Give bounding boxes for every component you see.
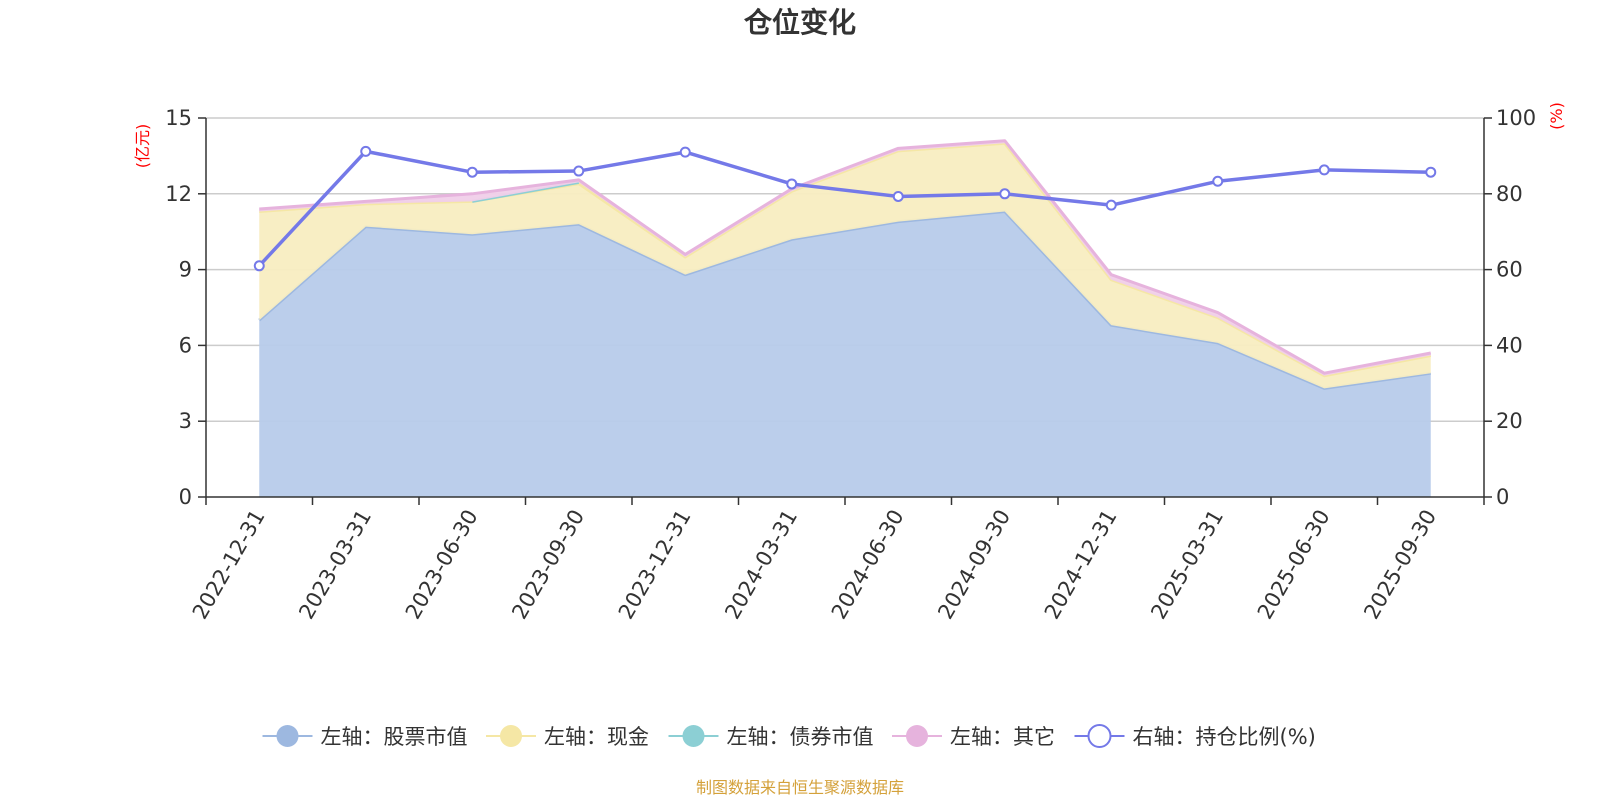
legend-item-2: 左轴：现金 [486, 725, 649, 749]
line-point [999, 188, 1011, 200]
x-tick-label: 2025-03-31 [1146, 506, 1228, 624]
chart-title: 仓位变化 [744, 6, 856, 39]
left-tick-label: 6 [179, 333, 192, 357]
line-point [1425, 166, 1437, 178]
x-tick-label: 2024-06-30 [827, 506, 909, 624]
legend-label: 右轴：持仓比例(%) [1133, 725, 1316, 749]
left-tick-label: 0 [179, 485, 192, 509]
legend-item-3: 左轴：债券市值 [668, 725, 874, 749]
line-point [466, 166, 478, 178]
right-axis-unit: (%) [1547, 102, 1566, 130]
line-point [679, 146, 691, 158]
legend-item-5: 右轴：持仓比例(%) [1074, 724, 1316, 749]
right-tick-label: 80 [1496, 182, 1523, 206]
x-tick-label: 2023-03-31 [294, 506, 376, 624]
plot-lines [253, 145, 1437, 272]
x-tick-label: 2023-12-31 [614, 506, 696, 624]
right-tick-label: 20 [1496, 409, 1523, 433]
x-tick-label: 2024-12-31 [1040, 506, 1122, 624]
x-tick-label: 2024-03-31 [720, 506, 802, 624]
right-tick-label: 60 [1496, 258, 1523, 282]
area-line-4 [259, 139, 1432, 375]
left-tick-label: 12 [165, 182, 192, 206]
line-series-1 [257, 149, 1431, 268]
left-tick-label: 15 [165, 106, 192, 130]
plot-areas [258, 139, 1432, 497]
legend-circle-icon [500, 725, 522, 747]
x-tick-label: 2025-09-30 [1359, 506, 1441, 624]
x-tick-label: 2022-12-31 [188, 506, 270, 624]
right-tick-label: 0 [1496, 485, 1509, 509]
legend-ring-icon [1087, 724, 1112, 748]
legend-circle-icon [276, 725, 299, 747]
legend-label: 左轴：现金 [544, 725, 649, 749]
line-point [573, 165, 585, 177]
legend-circle-icon [906, 725, 928, 747]
legend-item-4: 左轴：其它 [892, 725, 1055, 749]
x-tick-label: 2024-09-30 [933, 506, 1015, 624]
area-1 [259, 211, 1431, 497]
legend-label: 左轴：股票市值 [321, 725, 468, 749]
legend-label: 左轴：其它 [950, 725, 1055, 749]
line-point [1318, 164, 1330, 176]
line-point [360, 145, 372, 157]
line-point [786, 178, 798, 190]
left-axis-unit: (亿元) [133, 124, 152, 169]
right-tick-label: 40 [1496, 333, 1523, 357]
x-tick-label: 2023-06-30 [401, 506, 483, 624]
x-tick-label: 2025-06-30 [1253, 506, 1335, 624]
x-tick-label: 2023-09-30 [507, 506, 589, 624]
area-2 [259, 143, 1431, 389]
legend: 左轴：股票市值 左轴：现金 左轴：债券市值 左轴：其它 右轴：持仓比例(%) [262, 724, 1316, 749]
legend-label: 左轴：债券市值 [727, 725, 874, 749]
line-point [1105, 199, 1117, 211]
left-tick-label: 3 [179, 409, 192, 433]
right-tick-label: 100 [1496, 106, 1536, 130]
line-point [253, 260, 265, 272]
line-point [1212, 175, 1224, 187]
legend-item-1: 左轴：股票市值 [262, 725, 468, 749]
source-note: 制图数据来自恒生聚源数据库 [696, 778, 904, 797]
left-tick-label: 9 [179, 258, 192, 282]
legend-circle-icon [682, 725, 705, 747]
line-point [892, 190, 904, 202]
